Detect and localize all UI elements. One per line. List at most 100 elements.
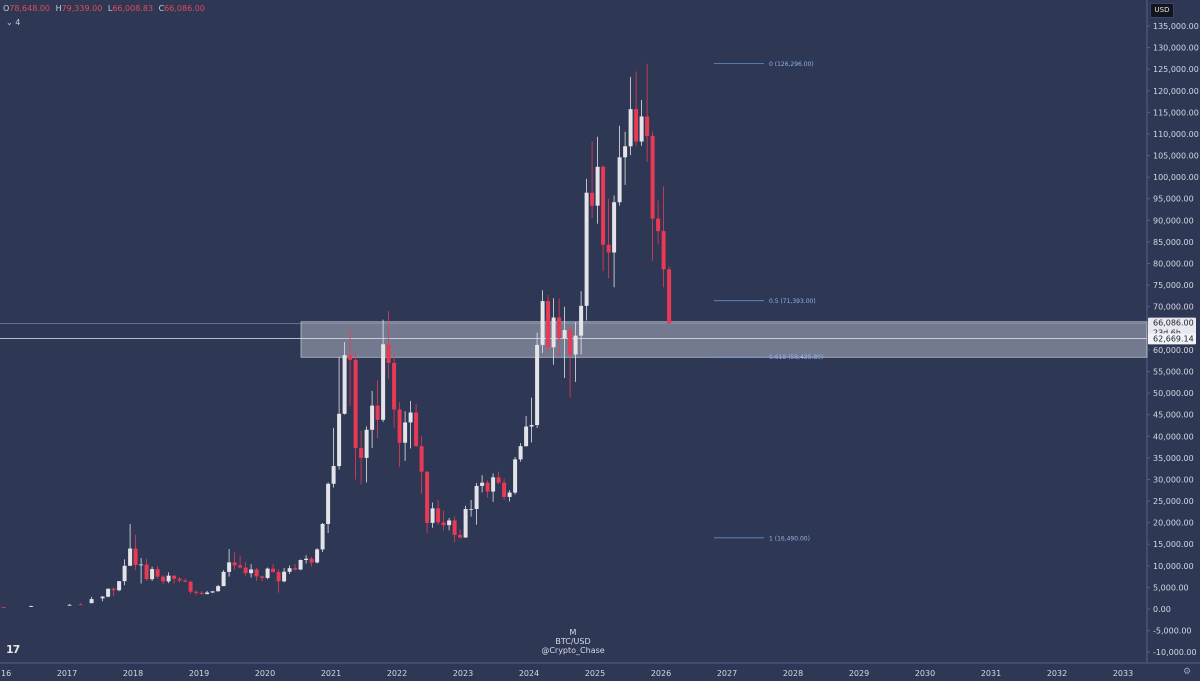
price-tick-label: 125,000.00	[1153, 65, 1199, 74]
candle-body	[304, 558, 309, 560]
currency-button[interactable]: USD	[1150, 3, 1174, 18]
price-tick-label: 105,000.00	[1153, 152, 1199, 161]
time-tick-label: 2025	[585, 669, 605, 678]
price-tick-label: 110,000.00	[1153, 130, 1199, 139]
low-label: L	[107, 4, 113, 13]
indicator-count: 4	[15, 18, 21, 27]
candle-body	[656, 218, 661, 232]
candle-body	[529, 425, 534, 427]
candle-body	[408, 412, 413, 423]
time-tick-label: 2028	[783, 669, 803, 678]
price-tick-label: -10,000.00	[1153, 648, 1197, 657]
candle-body	[458, 534, 463, 538]
candle-body	[551, 317, 556, 348]
candle-body	[353, 359, 358, 448]
symbol-text: BTC/USD	[555, 637, 591, 646]
candle-body	[419, 446, 424, 472]
time-tick-label: 2019	[189, 669, 209, 678]
candle-body	[282, 571, 287, 582]
candle-body	[584, 192, 589, 306]
candle-body	[309, 558, 314, 563]
chevron-down-icon: ⌄	[6, 18, 13, 27]
fib-label-0: 0 (126,296.00)	[769, 61, 814, 68]
price-tick-label: 40,000.00	[1153, 432, 1194, 441]
candle-body	[606, 244, 611, 253]
support-zone	[300, 321, 1148, 358]
candle-body	[414, 412, 419, 447]
candle-body	[139, 564, 144, 566]
gear-icon[interactable]: ⚙	[1183, 667, 1192, 677]
symbol-watermark: M BTC/USD @Crypto_Chase	[520, 628, 626, 655]
candle-body	[111, 588, 116, 591]
candle-body	[216, 586, 221, 592]
candle-body	[595, 166, 600, 206]
close-label: C	[158, 4, 165, 13]
price-tick-label: 100,000.00	[1153, 173, 1199, 182]
time-tick-label: 2017	[57, 669, 77, 678]
candle-body	[271, 568, 276, 573]
price-tick-label: 130,000.00	[1153, 44, 1199, 53]
price-tick-label: 0.00	[1153, 605, 1171, 614]
candle-body	[623, 146, 628, 158]
candle-body	[78, 604, 83, 606]
candle-body	[117, 581, 122, 591]
price-tick-label: 45,000.00	[1153, 411, 1194, 420]
candle-body	[403, 422, 408, 443]
candle-body	[188, 581, 193, 592]
indicator-toggle[interactable]: ⌄ 4	[6, 18, 20, 27]
price-tick-label: 80,000.00	[1153, 260, 1194, 269]
candle-body	[617, 157, 622, 203]
last-price-tag-bg	[1148, 317, 1196, 339]
time-tick-label: 2021	[321, 669, 341, 678]
price-tick-label: 35,000.00	[1153, 454, 1194, 463]
candle-body	[199, 592, 204, 595]
candle-body	[342, 355, 347, 414]
candle-body	[161, 576, 166, 582]
price-tick-label: 70,000.00	[1153, 303, 1194, 312]
crosshair-price-tag-bg	[1148, 333, 1196, 345]
price-tick-label: -5,000.00	[1153, 627, 1192, 636]
candle-body	[513, 459, 518, 493]
candle-body	[348, 355, 353, 360]
high-label: H	[55, 4, 62, 13]
candle-body	[122, 565, 127, 582]
candle-body	[133, 548, 138, 565]
candle-body	[243, 567, 248, 574]
candle-body	[287, 568, 292, 572]
candle-body	[463, 509, 468, 538]
candle-body	[502, 482, 507, 497]
time-tick-label: 2020	[255, 669, 275, 678]
price-tick-label: 5,000.00	[1153, 583, 1189, 592]
fib-label-0.618: 0.618 (58,435.89)	[769, 354, 823, 361]
candle-body	[205, 592, 210, 595]
candle-body	[634, 109, 639, 142]
candle-body	[359, 447, 364, 458]
time-tick-label: 2026	[651, 669, 671, 678]
time-tick-label: 2033	[1113, 669, 1133, 678]
candle-body	[315, 549, 320, 563]
low-value: 66,008.83	[112, 4, 154, 13]
tradingview-logo-icon[interactable]: 17	[6, 643, 20, 656]
candle-body	[507, 492, 512, 497]
candle-body	[601, 166, 606, 245]
candle-body	[667, 269, 672, 324]
candle-body	[221, 571, 226, 587]
candle-body	[194, 591, 199, 593]
price-tick-label: 25,000.00	[1153, 497, 1194, 506]
price-tick-label: 30,000.00	[1153, 475, 1194, 484]
price-tick-label: 90,000.00	[1153, 216, 1194, 225]
candle-body	[375, 405, 380, 420]
candle-body	[397, 409, 402, 443]
candle-body	[337, 413, 342, 467]
candle-body	[485, 482, 490, 492]
interval-text: M	[569, 628, 577, 637]
candle-body	[436, 508, 441, 523]
candle-body	[128, 548, 133, 566]
candle-body	[524, 426, 529, 447]
candle-body	[227, 562, 232, 572]
price-tick-label: 135,000.00	[1153, 22, 1199, 31]
time-tick-label: 2027	[717, 669, 737, 678]
open-label: O	[3, 4, 10, 13]
